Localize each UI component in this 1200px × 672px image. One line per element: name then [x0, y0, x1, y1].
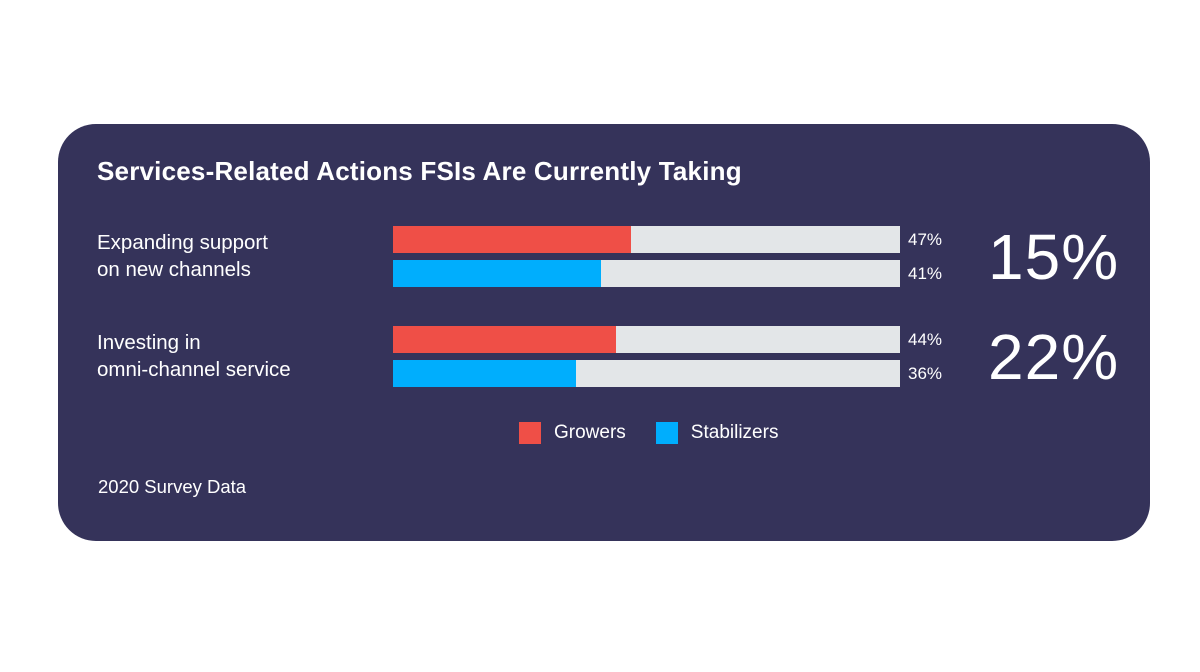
stabilizers-bar-track — [393, 360, 900, 387]
chart-title: Services-Related Actions FSIs Are Curren… — [97, 156, 742, 186]
legend-label: Stabilizers — [690, 422, 779, 443]
legend-item-growers: Growers — [519, 422, 626, 444]
highlight-value: 22% — [988, 320, 1120, 393]
category-label-line2: omni-channel service — [97, 357, 291, 381]
stabilizers-value-label: 36% — [908, 364, 943, 383]
stabilizers-value-label: 41% — [908, 264, 943, 283]
stabilizers-bar-fill — [393, 360, 576, 387]
stabilizers-bar-fill — [393, 260, 601, 287]
legend: Growers Stabilizers — [519, 422, 778, 444]
bar-group-expanding-support: Expanding support on new channels 47% 41… — [58, 221, 1150, 293]
growers-bar-track — [393, 226, 900, 253]
growers-value-label: 44% — [908, 330, 943, 349]
bar-pair — [393, 326, 900, 387]
legend-item-stabilizers: Stabilizers — [655, 422, 779, 444]
stabilizers-bar-track — [393, 260, 900, 287]
highlight-value: 15% — [988, 220, 1120, 293]
growers-value-label: 47% — [908, 230, 943, 249]
category-label-line1: Expanding support — [97, 231, 268, 254]
legend-label: Growers — [554, 422, 626, 443]
category-label: Investing in omni-channel service — [97, 330, 291, 383]
source-note: 2020 Survey Data — [98, 476, 247, 497]
bar-pair — [393, 226, 900, 287]
category-label-line2: on new channels — [97, 257, 251, 281]
chart-card: Services-Related Actions FSIs Are Curren… — [58, 124, 1150, 541]
growers-bar-fill — [393, 226, 632, 253]
category-label: Expanding support on new channels — [97, 230, 268, 283]
stabilizers-swatch-icon — [655, 422, 678, 444]
bar-group-omni-channel: Investing in omni-channel service 44% 36… — [58, 321, 1150, 393]
category-label-line1: Investing in — [97, 331, 201, 354]
growers-bar-track — [393, 326, 900, 353]
growers-bar-fill — [393, 326, 617, 353]
growers-swatch-icon — [519, 422, 541, 444]
